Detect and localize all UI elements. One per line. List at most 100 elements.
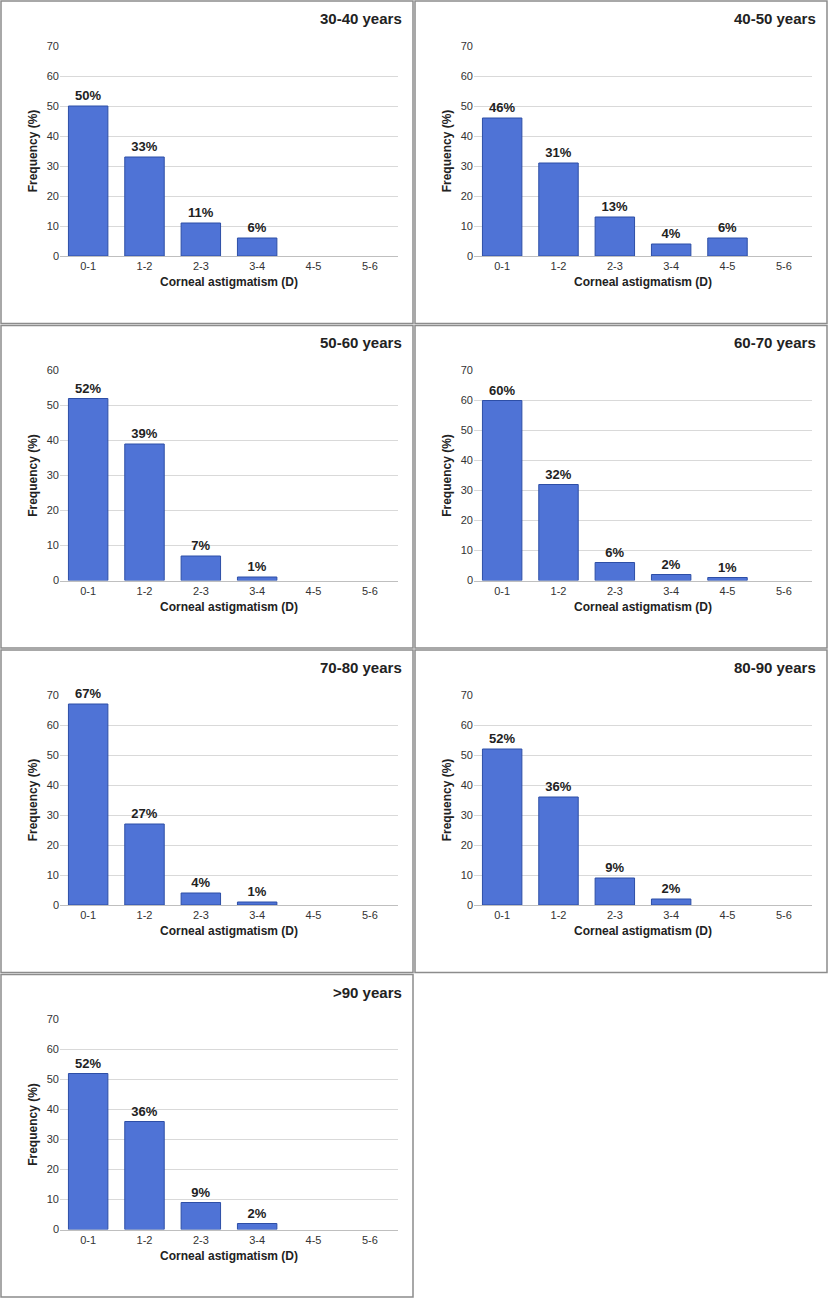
svg-text:0-1: 0-1 [494, 585, 510, 597]
svg-text:50: 50 [47, 1073, 59, 1085]
svg-text:36%: 36% [131, 1104, 157, 1119]
svg-text:60: 60 [47, 1043, 59, 1055]
svg-text:3-4: 3-4 [249, 260, 265, 272]
svg-text:70: 70 [461, 364, 473, 376]
svg-text:0: 0 [53, 250, 59, 262]
svg-text:7%: 7% [191, 538, 210, 553]
svg-text:60: 60 [461, 719, 473, 731]
svg-text:70: 70 [461, 689, 473, 701]
svg-text:3-4: 3-4 [663, 260, 679, 272]
svg-text:Corneal astigmatism (D): Corneal astigmatism (D) [160, 924, 298, 938]
svg-text:10: 10 [461, 220, 473, 232]
svg-text:Corneal astigmatism (D): Corneal astigmatism (D) [160, 1249, 298, 1263]
svg-text:40: 40 [47, 434, 59, 446]
svg-text:60%: 60% [489, 383, 515, 398]
svg-text:70: 70 [47, 1013, 59, 1025]
svg-text:40: 40 [461, 454, 473, 466]
svg-text:30: 30 [461, 484, 473, 496]
svg-text:30: 30 [47, 1133, 59, 1145]
svg-text:Corneal astigmatism (D): Corneal astigmatism (D) [574, 275, 712, 289]
svg-text:0-1: 0-1 [80, 1234, 96, 1246]
svg-text:2-3: 2-3 [193, 585, 209, 597]
svg-text:2-3: 2-3 [607, 585, 623, 597]
svg-text:3-4: 3-4 [663, 909, 679, 921]
svg-text:0: 0 [53, 899, 59, 911]
svg-text:4-5: 4-5 [306, 1234, 322, 1246]
svg-text:40: 40 [461, 779, 473, 791]
svg-text:2%: 2% [662, 881, 681, 896]
svg-text:6%: 6% [248, 220, 267, 235]
svg-text:10: 10 [47, 220, 59, 232]
svg-text:10: 10 [47, 1193, 59, 1205]
svg-text:4%: 4% [662, 226, 681, 241]
svg-text:60: 60 [461, 70, 473, 82]
svg-text:50: 50 [461, 100, 473, 112]
svg-text:0-1: 0-1 [494, 909, 510, 921]
svg-text:2-3: 2-3 [193, 1234, 209, 1246]
svg-text:Corneal astigmatism (D): Corneal astigmatism (D) [574, 600, 712, 614]
svg-text:27%: 27% [131, 806, 157, 821]
svg-text:10: 10 [47, 539, 59, 551]
svg-text:1-2: 1-2 [551, 909, 567, 921]
svg-text:70: 70 [461, 40, 473, 52]
svg-text:30: 30 [47, 160, 59, 172]
svg-text:Frequency (%): Frequency (%) [440, 110, 454, 193]
svg-text:10: 10 [461, 544, 473, 556]
svg-text:33%: 33% [131, 139, 157, 154]
svg-text:2%: 2% [662, 557, 681, 572]
svg-text:5-6: 5-6 [362, 260, 378, 272]
svg-text:30: 30 [461, 809, 473, 821]
svg-text:0: 0 [53, 1223, 59, 1235]
svg-text:1%: 1% [248, 884, 267, 899]
svg-text:Frequency (%): Frequency (%) [440, 434, 454, 517]
svg-text:Corneal astigmatism (D): Corneal astigmatism (D) [160, 600, 298, 614]
svg-text:40: 40 [461, 130, 473, 142]
svg-text:46%: 46% [489, 100, 515, 115]
svg-text:60: 60 [47, 70, 59, 82]
svg-text:4-5: 4-5 [720, 909, 736, 921]
svg-text:4%: 4% [191, 875, 210, 890]
svg-text:30-40 years: 30-40 years [320, 10, 402, 27]
svg-text:20: 20 [461, 839, 473, 851]
svg-text:0: 0 [467, 250, 473, 262]
svg-text:0-1: 0-1 [494, 260, 510, 272]
svg-text:10: 10 [47, 869, 59, 881]
svg-text:5-6: 5-6 [776, 585, 792, 597]
svg-text:4-5: 4-5 [720, 260, 736, 272]
svg-text:50: 50 [47, 100, 59, 112]
svg-text:6%: 6% [718, 220, 737, 235]
svg-text:40: 40 [47, 1103, 59, 1115]
svg-text:5-6: 5-6 [362, 1234, 378, 1246]
svg-text:40: 40 [47, 130, 59, 142]
svg-text:50%: 50% [75, 88, 101, 103]
svg-text:1%: 1% [718, 560, 737, 575]
svg-text:5-6: 5-6 [362, 585, 378, 597]
svg-text:50: 50 [461, 424, 473, 436]
svg-text:13%: 13% [602, 199, 628, 214]
svg-text:70-80 years: 70-80 years [320, 659, 402, 676]
svg-text:52%: 52% [75, 1056, 101, 1071]
svg-text:1%: 1% [248, 559, 267, 574]
svg-text:4-5: 4-5 [720, 585, 736, 597]
svg-text:10: 10 [461, 869, 473, 881]
svg-text:3-4: 3-4 [249, 585, 265, 597]
svg-text:0: 0 [53, 574, 59, 586]
svg-text:Corneal astigmatism (D): Corneal astigmatism (D) [160, 275, 298, 289]
svg-text:Frequency (%): Frequency (%) [26, 434, 40, 517]
svg-text:0-1: 0-1 [80, 585, 96, 597]
svg-text:1-2: 1-2 [137, 585, 153, 597]
svg-text:80-90 years: 80-90 years [734, 659, 816, 676]
svg-text:5-6: 5-6 [776, 260, 792, 272]
svg-text:2%: 2% [248, 1206, 267, 1221]
svg-text:50: 50 [461, 749, 473, 761]
svg-text:9%: 9% [191, 1185, 210, 1200]
svg-text:4-5: 4-5 [306, 260, 322, 272]
svg-text:6%: 6% [605, 545, 624, 560]
svg-text:39%: 39% [131, 426, 157, 441]
svg-text:2-3: 2-3 [607, 260, 623, 272]
svg-text:4-5: 4-5 [306, 585, 322, 597]
svg-text:Frequency (%): Frequency (%) [26, 110, 40, 193]
svg-text:30: 30 [47, 809, 59, 821]
svg-text:60-70 years: 60-70 years [734, 334, 816, 351]
svg-text:60: 60 [47, 719, 59, 731]
